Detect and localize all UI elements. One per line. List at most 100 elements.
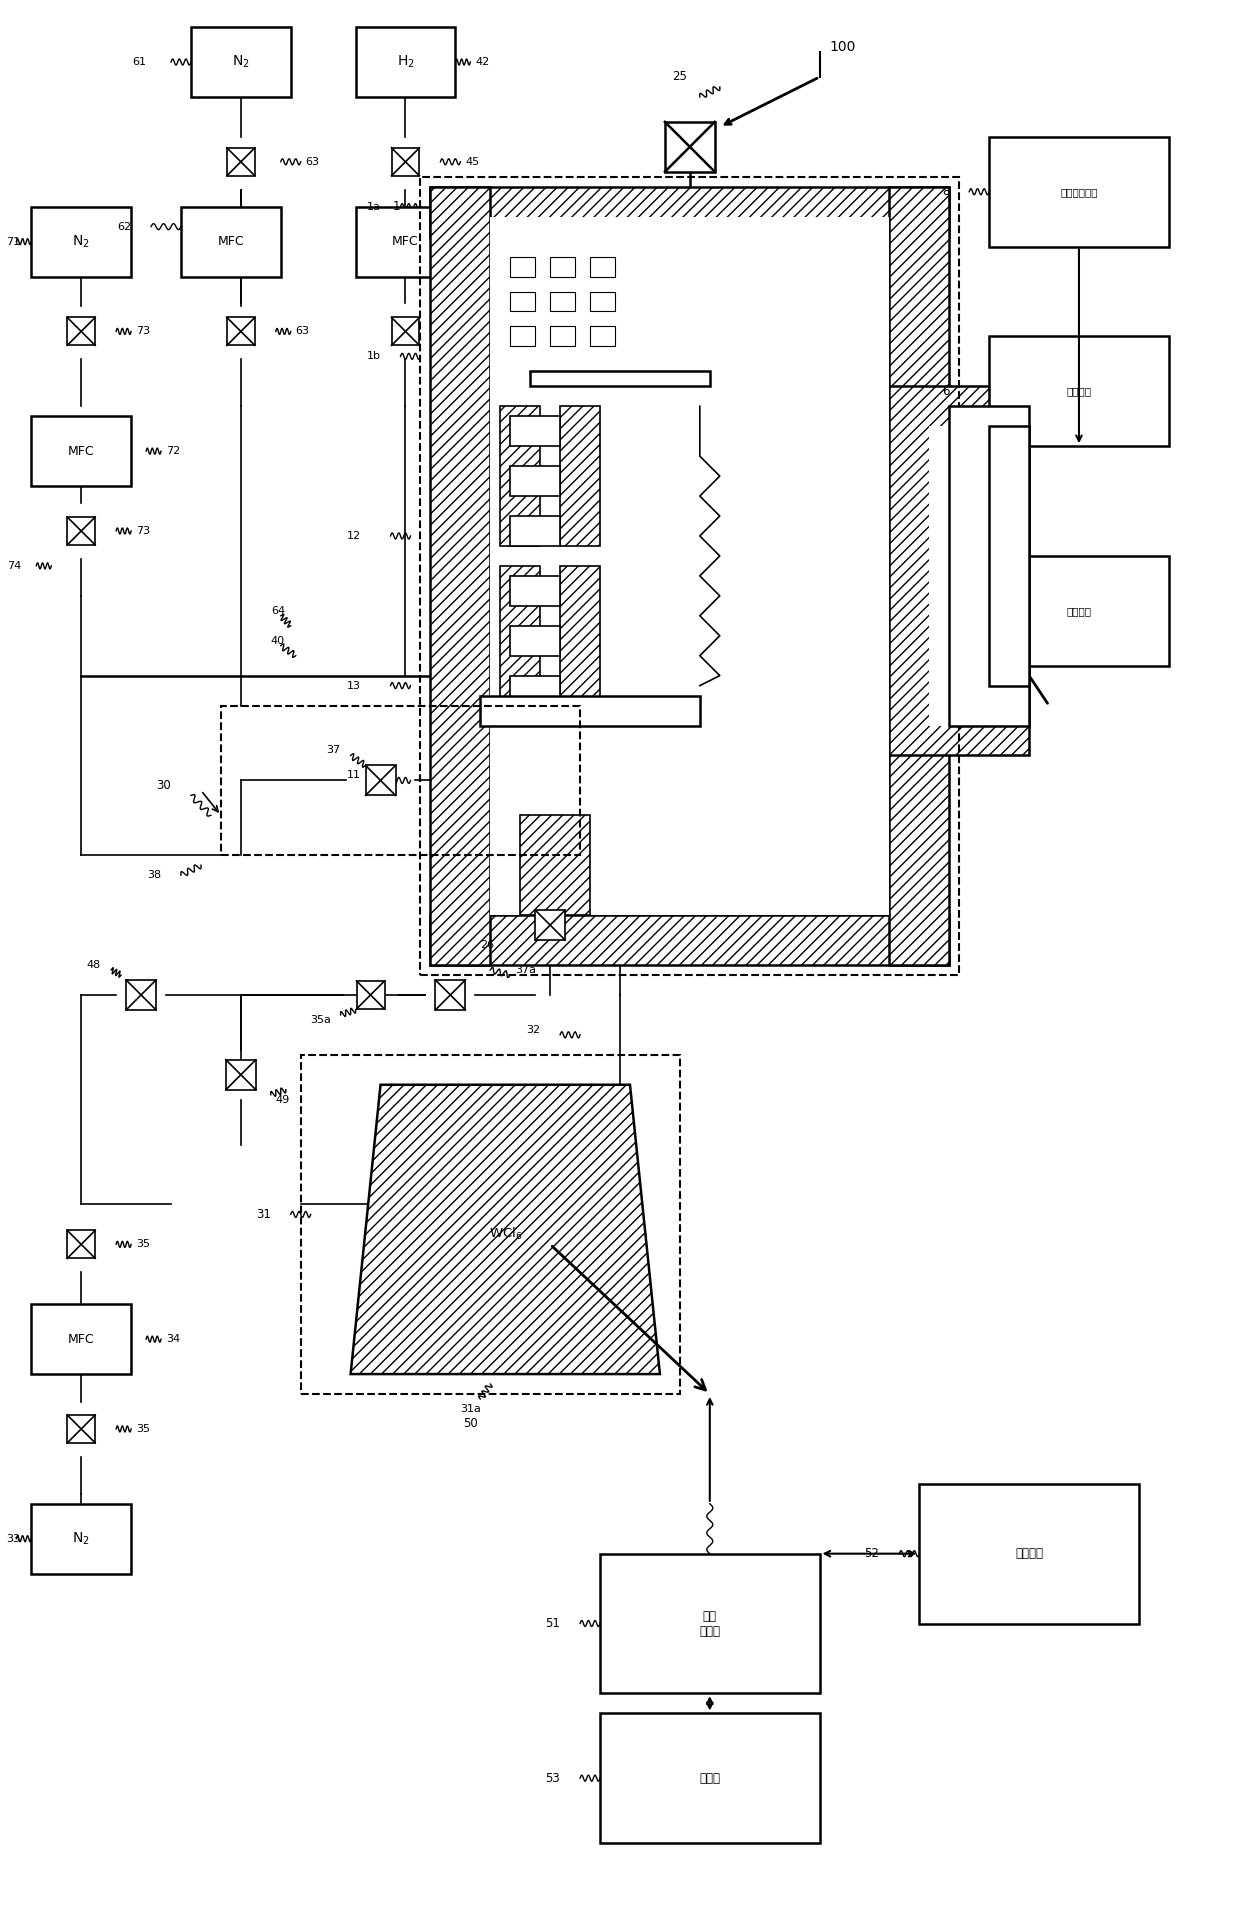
Text: 42: 42	[475, 58, 490, 67]
Text: 35: 35	[136, 1240, 150, 1249]
Bar	[560, 566, 600, 706]
Bar	[31, 1305, 131, 1374]
Text: 49: 49	[275, 1095, 290, 1105]
Bar	[31, 1503, 131, 1573]
Bar	[600, 1713, 820, 1842]
Bar	[67, 318, 95, 345]
Bar	[430, 187, 950, 237]
Text: 63: 63	[306, 156, 320, 167]
Bar	[551, 256, 575, 277]
Bar	[430, 914, 950, 964]
Text: 3: 3	[1044, 579, 1052, 593]
Bar	[510, 256, 536, 277]
Bar	[67, 1415, 95, 1444]
Bar	[990, 556, 1169, 666]
Text: 45: 45	[455, 327, 470, 337]
Text: MFC: MFC	[68, 1332, 94, 1346]
Text: 13: 13	[347, 681, 361, 691]
Text: $\mathrm{N_2}$: $\mathrm{N_2}$	[72, 1530, 91, 1548]
Text: 1: 1	[393, 200, 401, 214]
Bar	[356, 206, 455, 277]
Bar	[510, 576, 560, 606]
Text: 1b: 1b	[367, 352, 381, 362]
Bar	[181, 206, 280, 277]
Text: 16: 16	[541, 400, 554, 412]
Text: 37a: 37a	[516, 964, 536, 974]
Bar	[590, 256, 615, 277]
Text: MFC: MFC	[217, 235, 244, 248]
Bar	[919, 1484, 1138, 1623]
Text: 35a: 35a	[310, 1014, 331, 1024]
Text: 31: 31	[255, 1207, 270, 1220]
Bar	[126, 980, 156, 1011]
Text: 14: 14	[521, 870, 534, 880]
Text: $\mathrm{WCl_6}$: $\mathrm{WCl_6}$	[489, 1226, 522, 1242]
Text: 26: 26	[480, 939, 495, 951]
Bar	[665, 121, 714, 171]
Text: 5: 5	[765, 549, 773, 562]
Bar	[490, 218, 889, 914]
Bar	[500, 566, 541, 706]
Text: 45: 45	[465, 156, 480, 167]
Bar	[560, 406, 600, 547]
Bar	[510, 416, 560, 447]
Text: 72: 72	[166, 447, 180, 456]
Text: 44: 44	[485, 237, 500, 246]
Text: 23: 23	[935, 604, 950, 618]
Text: 6: 6	[941, 385, 950, 398]
Text: 37: 37	[326, 745, 341, 755]
Text: 34: 34	[166, 1334, 180, 1344]
Text: $\mathrm{N_2}$: $\mathrm{N_2}$	[232, 54, 249, 69]
Bar	[510, 626, 560, 656]
Bar	[227, 148, 254, 175]
Text: 2: 2	[684, 341, 692, 352]
Bar	[990, 425, 1029, 685]
Bar	[480, 695, 699, 726]
Text: 8: 8	[942, 185, 950, 198]
Bar	[551, 291, 575, 312]
Bar	[500, 406, 541, 547]
Bar	[551, 327, 575, 346]
Text: MFC: MFC	[392, 235, 419, 248]
Bar	[510, 466, 560, 497]
Bar	[590, 291, 615, 312]
Text: 73: 73	[136, 327, 150, 337]
Bar	[889, 387, 1029, 755]
Text: 74: 74	[7, 560, 21, 572]
Text: 加热器控制器: 加热器控制器	[1060, 187, 1097, 196]
Text: $\mathrm{H_2}$: $\mathrm{H_2}$	[397, 54, 414, 69]
Text: W: W	[665, 360, 677, 373]
Bar	[536, 911, 565, 939]
Text: 73: 73	[136, 526, 150, 535]
Bar	[227, 318, 254, 345]
Bar	[521, 816, 590, 914]
Bar	[357, 982, 384, 1009]
Bar	[600, 1553, 820, 1694]
Text: 处理
控制器: 处理 控制器	[699, 1609, 720, 1638]
Bar	[392, 148, 419, 175]
Bar	[889, 187, 950, 964]
Text: 15: 15	[635, 450, 649, 462]
Bar	[531, 372, 709, 387]
Bar	[301, 1055, 680, 1394]
Bar	[510, 516, 560, 547]
Bar	[31, 416, 131, 487]
Text: 100: 100	[830, 40, 856, 54]
Bar	[226, 1061, 255, 1090]
Text: 1a: 1a	[367, 202, 381, 212]
Text: 52: 52	[864, 1548, 879, 1559]
Text: 24: 24	[536, 321, 549, 331]
Text: 10: 10	[500, 262, 515, 271]
Bar	[31, 206, 131, 277]
Text: 11: 11	[347, 770, 361, 780]
Text: 36: 36	[605, 901, 619, 911]
Bar	[221, 706, 580, 855]
Bar	[950, 406, 1029, 726]
Text: 21: 21	[999, 450, 1013, 462]
Bar	[366, 766, 396, 795]
Text: 35: 35	[136, 1424, 150, 1434]
Text: 存储部: 存储部	[699, 1771, 720, 1784]
Text: 加热电源: 加热电源	[1066, 387, 1091, 397]
Text: 51: 51	[546, 1617, 560, 1630]
Text: 15: 15	[635, 531, 649, 541]
